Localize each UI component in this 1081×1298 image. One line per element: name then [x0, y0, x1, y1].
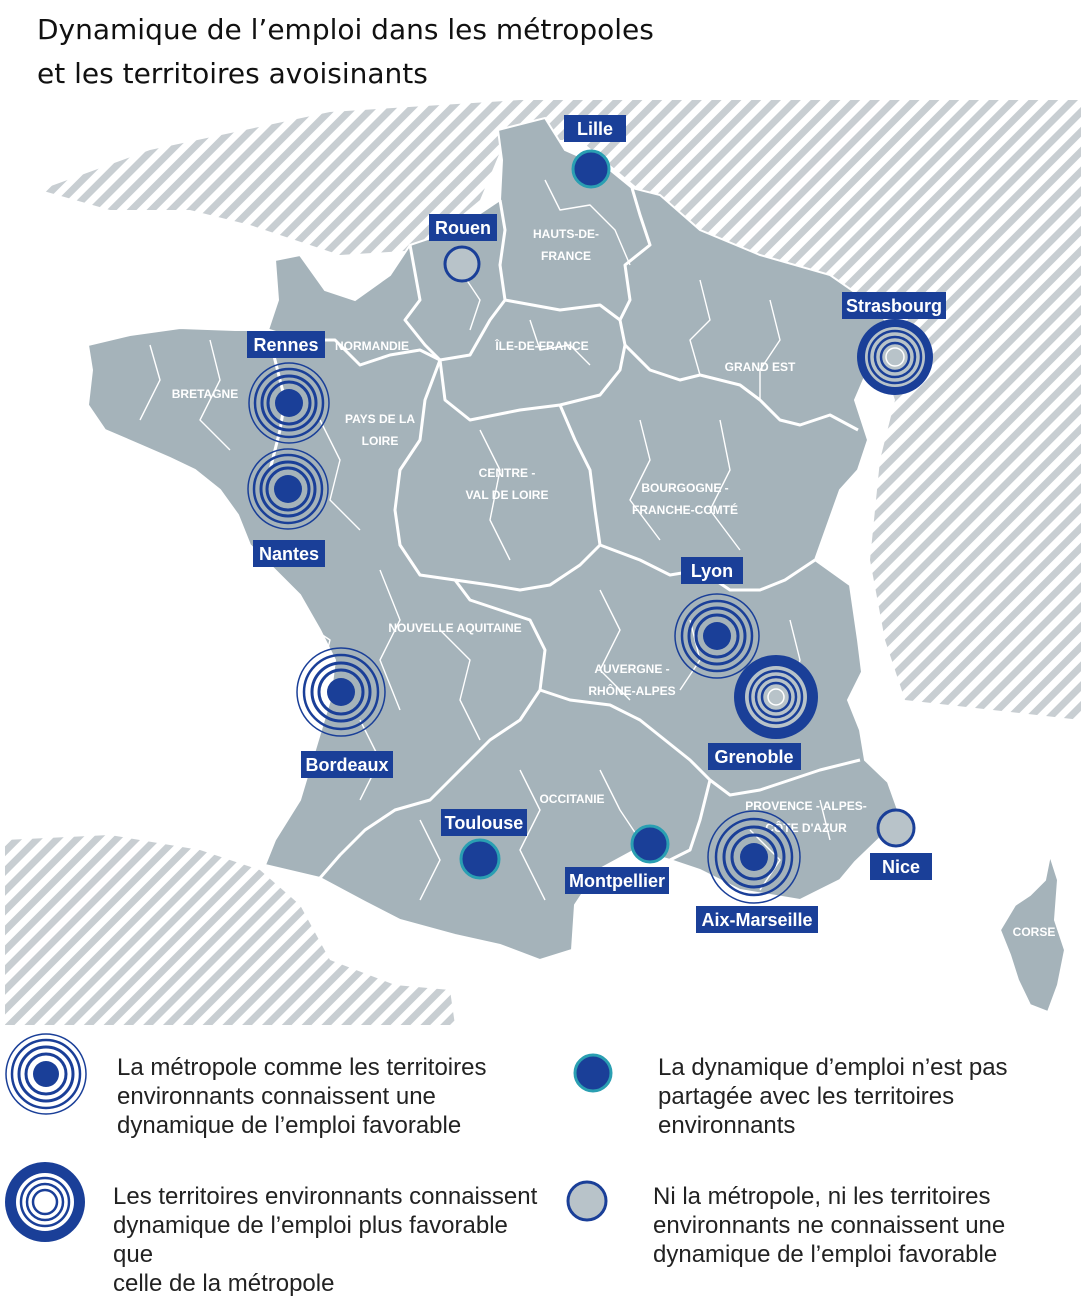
svg-text:Bordeaux: Bordeaux — [305, 755, 388, 775]
region-label-centre-val-de-loire: CENTRE -VAL DE LOIRE — [466, 466, 549, 502]
region-borders — [266, 187, 861, 879]
region-label-nouvelle-aquitaine: NOUVELLE AQUITAINE — [388, 621, 521, 635]
legend-line: partagée avec les territoires — [658, 1083, 955, 1110]
legend-text-not-shared: La dynamique d’emploi n’est pas partagée… — [658, 1053, 1078, 1140]
marker-nantes[interactable] — [247, 448, 329, 530]
city-label-grenoble[interactable]: Grenoble — [708, 743, 801, 770]
mainland-france — [86, 116, 900, 962]
svg-text:Rouen: Rouen — [435, 218, 491, 238]
legend-line: environnants ne connaissent une — [653, 1212, 1006, 1239]
corsica — [998, 851, 1067, 1014]
svg-text:Grenoble: Grenoble — [714, 747, 793, 767]
marker-montpellier[interactable] — [630, 824, 670, 864]
region-label-pays-de-la-loire: PAYS DE LA LOIRE — [345, 412, 415, 448]
city-label-nice[interactable]: Nice — [870, 853, 932, 880]
title-line-2: et les territoires avoisinants — [37, 57, 428, 90]
legend-text-surroundings-better: Les territoires environnants connaissent… — [113, 1182, 553, 1298]
marker-rouen[interactable] — [443, 245, 481, 283]
city-label-nantes[interactable]: Nantes — [253, 540, 325, 567]
marker-toulouse[interactable] — [459, 838, 501, 880]
city-label-montpellier[interactable]: Montpellier — [565, 867, 669, 894]
neighbour-hatch — [5, 100, 1081, 1025]
region-label-hauts-de-france: HAUTS-DE-FRANCE — [533, 227, 599, 263]
marker-lyon[interactable] — [674, 593, 760, 679]
svg-text:Aix-Marseille: Aix-Marseille — [701, 910, 812, 930]
legend-line: La métropole comme les territoires — [117, 1054, 487, 1081]
region-label-auvergne-rhone-alpes: AUVERGNE -RHÔNE-ALPES — [588, 662, 675, 698]
region-label-occitanie: OCCITANIE — [539, 792, 604, 806]
city-label-aix-marseille[interactable]: Aix-Marseille — [696, 906, 818, 933]
city-label-strasbourg[interactable]: Strasbourg — [842, 292, 946, 319]
legend-line: dynamique de l’emploi favorable — [653, 1241, 998, 1268]
concentric-rings-filled-center-icon — [5, 1033, 87, 1115]
svg-text:Rennes: Rennes — [253, 335, 318, 355]
marker-bordeaux[interactable] — [296, 647, 386, 737]
legend-line: Ni la métropole, ni les territoires — [653, 1183, 991, 1210]
marker-lille[interactable] — [571, 149, 611, 189]
department-borders — [139, 179, 831, 901]
city-label-lyon[interactable]: Lyon — [681, 557, 743, 584]
legend-line: Les territoires environnants connaissent — [113, 1183, 538, 1210]
legend-line: La dynamique d’emploi n’est pas — [658, 1054, 1008, 1081]
region-label-bretagne: BRETAGNE — [172, 387, 238, 401]
legend-line: environnants — [658, 1112, 796, 1139]
svg-text:Lille: Lille — [577, 119, 613, 139]
marker-nice[interactable] — [876, 808, 916, 848]
marker-strasbourg[interactable] — [857, 319, 933, 395]
svg-text:Strasbourg: Strasbourg — [846, 296, 942, 316]
city-label-lille[interactable]: Lille — [564, 115, 626, 142]
france-map: HAUTS-DE-FRANCE NORMANDIE ÎLE-DE-FRANCE … — [5, 100, 1081, 1025]
svg-text:Nantes: Nantes — [259, 544, 319, 564]
region-label-bourgogne-franche-comte: BOURGOGNE -FRANCHE-COMTÉ — [632, 481, 738, 517]
legend-line: environnants connaissent une — [117, 1083, 436, 1110]
city-label-bordeaux[interactable]: Bordeaux — [301, 751, 393, 778]
legend-line: dynamique de l’emploi favorable — [117, 1112, 462, 1139]
marker-rennes[interactable] — [248, 362, 330, 444]
city-label-toulouse[interactable]: Toulouse — [441, 809, 527, 836]
legend-text-neither: Ni la métropole, ni les territoires envi… — [653, 1182, 1078, 1269]
filled-dot-icon — [573, 1053, 613, 1093]
city-label-rennes[interactable]: Rennes — [247, 331, 325, 358]
legend-line: celle de la métropole — [113, 1270, 335, 1297]
legend-line: dynamique de l’emploi plus favorable que — [113, 1212, 508, 1268]
region-label-grand-est: GRAND EST — [725, 360, 796, 374]
svg-text:Toulouse: Toulouse — [445, 813, 524, 833]
marker-aix-marseille[interactable] — [707, 810, 801, 904]
svg-text:Lyon: Lyon — [691, 561, 733, 581]
region-label-normandie: NORMANDIE — [335, 339, 409, 353]
marker-grenoble[interactable] — [734, 655, 818, 739]
region-label-corse: CORSE — [1013, 925, 1056, 939]
thick-ring-hollow-center-icon — [5, 1162, 85, 1242]
title-line-1: Dynamique de l’emploi dans les métropole… — [37, 13, 654, 46]
legend-text-both-favorable: La métropole comme les territoires envir… — [117, 1053, 537, 1140]
svg-text:Nice: Nice — [882, 857, 920, 877]
svg-text:Montpellier: Montpellier — [569, 871, 665, 891]
city-label-rouen[interactable]: Rouen — [429, 214, 497, 241]
grey-dot-icon — [566, 1180, 608, 1222]
map-title: Dynamique de l’emploi dans les métropole… — [37, 8, 937, 96]
region-label-ile-de-france: ÎLE-DE-FRANCE — [494, 338, 588, 353]
